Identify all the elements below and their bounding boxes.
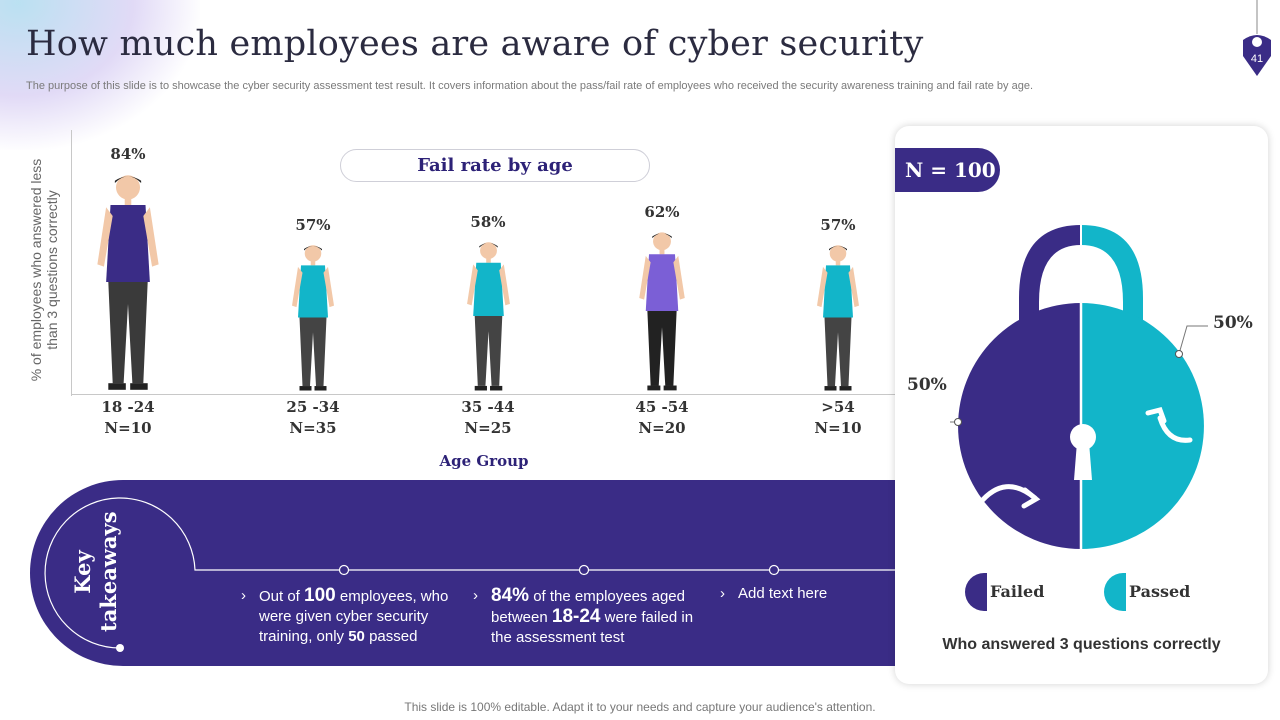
legend-label-failed: Failed — [990, 582, 1045, 601]
pie-caption: Who answered 3 questions correctly — [942, 636, 1221, 653]
takeaways-label-line2: takeaways — [96, 511, 121, 632]
legend-swatch-failed — [965, 573, 987, 611]
passed-slice-label: 50% — [1213, 313, 1253, 333]
takeaway-item-1: › Out of 100 employees, who were given c… — [241, 585, 449, 646]
takeaways-label-line1: Key — [70, 550, 95, 594]
pie-slice-failed — [958, 303, 1081, 549]
sample-size-label: N=10 — [104, 419, 152, 437]
takeaway-item-2: › 84% of the employees aged between 18-2… — [473, 585, 694, 647]
x-tick-label: 18 -24 N=10 — [78, 397, 178, 439]
bar-value-label: 57% — [295, 216, 331, 234]
page-subtitle: The purpose of this slide is to showcase… — [26, 80, 1034, 92]
takeaways-connector — [44, 497, 900, 652]
lock-shackle-right — [1081, 225, 1143, 328]
chevron-right-icon: › — [720, 585, 725, 602]
lock-pie-chart — [950, 225, 1208, 553]
page-badge: 41 — [1243, 0, 1271, 76]
x-axis-title: Age Group — [439, 452, 529, 470]
footer-note: This slide is 100% editable. Adapt it to… — [404, 700, 876, 714]
x-tick-label: 35 -44 N=25 — [438, 397, 538, 439]
legend-label-passed: Passed — [1129, 582, 1191, 601]
takeaway-item-3: › Add text here — [720, 585, 828, 602]
x-tick-label: >54 N=10 — [788, 397, 888, 439]
sample-size-badge: N = 100 — [895, 148, 1000, 192]
bar-value-label: 58% — [470, 213, 506, 231]
lock-shackle-left — [1019, 225, 1081, 328]
bar-figure — [639, 232, 685, 391]
failed-slice-label: 50% — [907, 375, 947, 395]
y-axis-title: % of employees who answered less than 3 … — [28, 158, 60, 382]
chart-title: Fail rate by age — [340, 149, 650, 182]
bar-value-label: 62% — [644, 203, 680, 221]
sample-size-label: N=20 — [638, 419, 686, 437]
sample-size-label: N=25 — [464, 419, 512, 437]
bar-figure — [466, 242, 510, 391]
takeaways-label: Key takeaways — [70, 511, 122, 632]
x-tick-label: 25 -34 N=35 — [263, 397, 363, 439]
x-axis-line — [71, 394, 901, 395]
bar-value-label: 57% — [820, 216, 856, 234]
chevron-right-icon: › — [473, 587, 478, 604]
bar-value-label: 84% — [110, 145, 146, 163]
takeaways-band — [30, 480, 900, 666]
sample-size-label: N=10 — [814, 419, 862, 437]
bar-figure — [97, 175, 159, 390]
corner-decoration — [0, 0, 200, 150]
keyhole-icon — [1070, 424, 1096, 480]
pie-slice-passed — [1081, 303, 1204, 549]
page-number: 41 — [1251, 53, 1263, 65]
bar-figure — [817, 245, 859, 391]
chevron-right-icon: › — [241, 587, 246, 604]
bar-figure — [292, 245, 334, 391]
page-title: How much employees are aware of cyber se… — [26, 24, 924, 64]
x-tick-label: 45 -54 N=20 — [612, 397, 712, 439]
sample-size-label: N=35 — [289, 419, 337, 437]
y-axis-line — [71, 130, 72, 396]
legend-swatch-passed — [1104, 573, 1126, 611]
